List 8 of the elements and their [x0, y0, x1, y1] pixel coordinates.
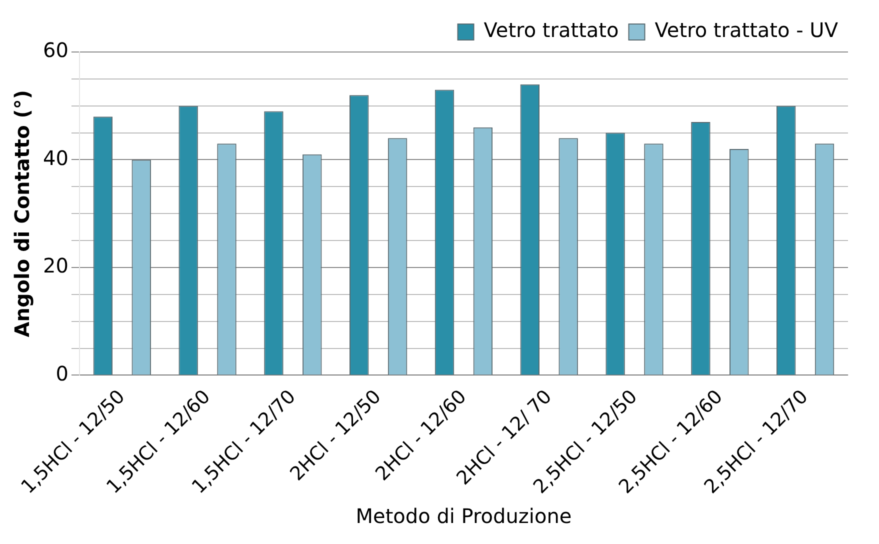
y-tick-label: 20: [42, 254, 68, 278]
x-axis-title: Metodo di Produzione: [356, 504, 572, 528]
y-tick-label: 60: [42, 38, 68, 62]
y-tick-label: 0: [56, 361, 68, 386]
legend-label: Vetro trattato: [484, 18, 619, 42]
legend-label: Vetro trattato - UV: [654, 18, 838, 42]
y-axis-title: Angolo di Contatto (°): [10, 90, 34, 338]
y-tick-label: 40: [42, 146, 68, 170]
